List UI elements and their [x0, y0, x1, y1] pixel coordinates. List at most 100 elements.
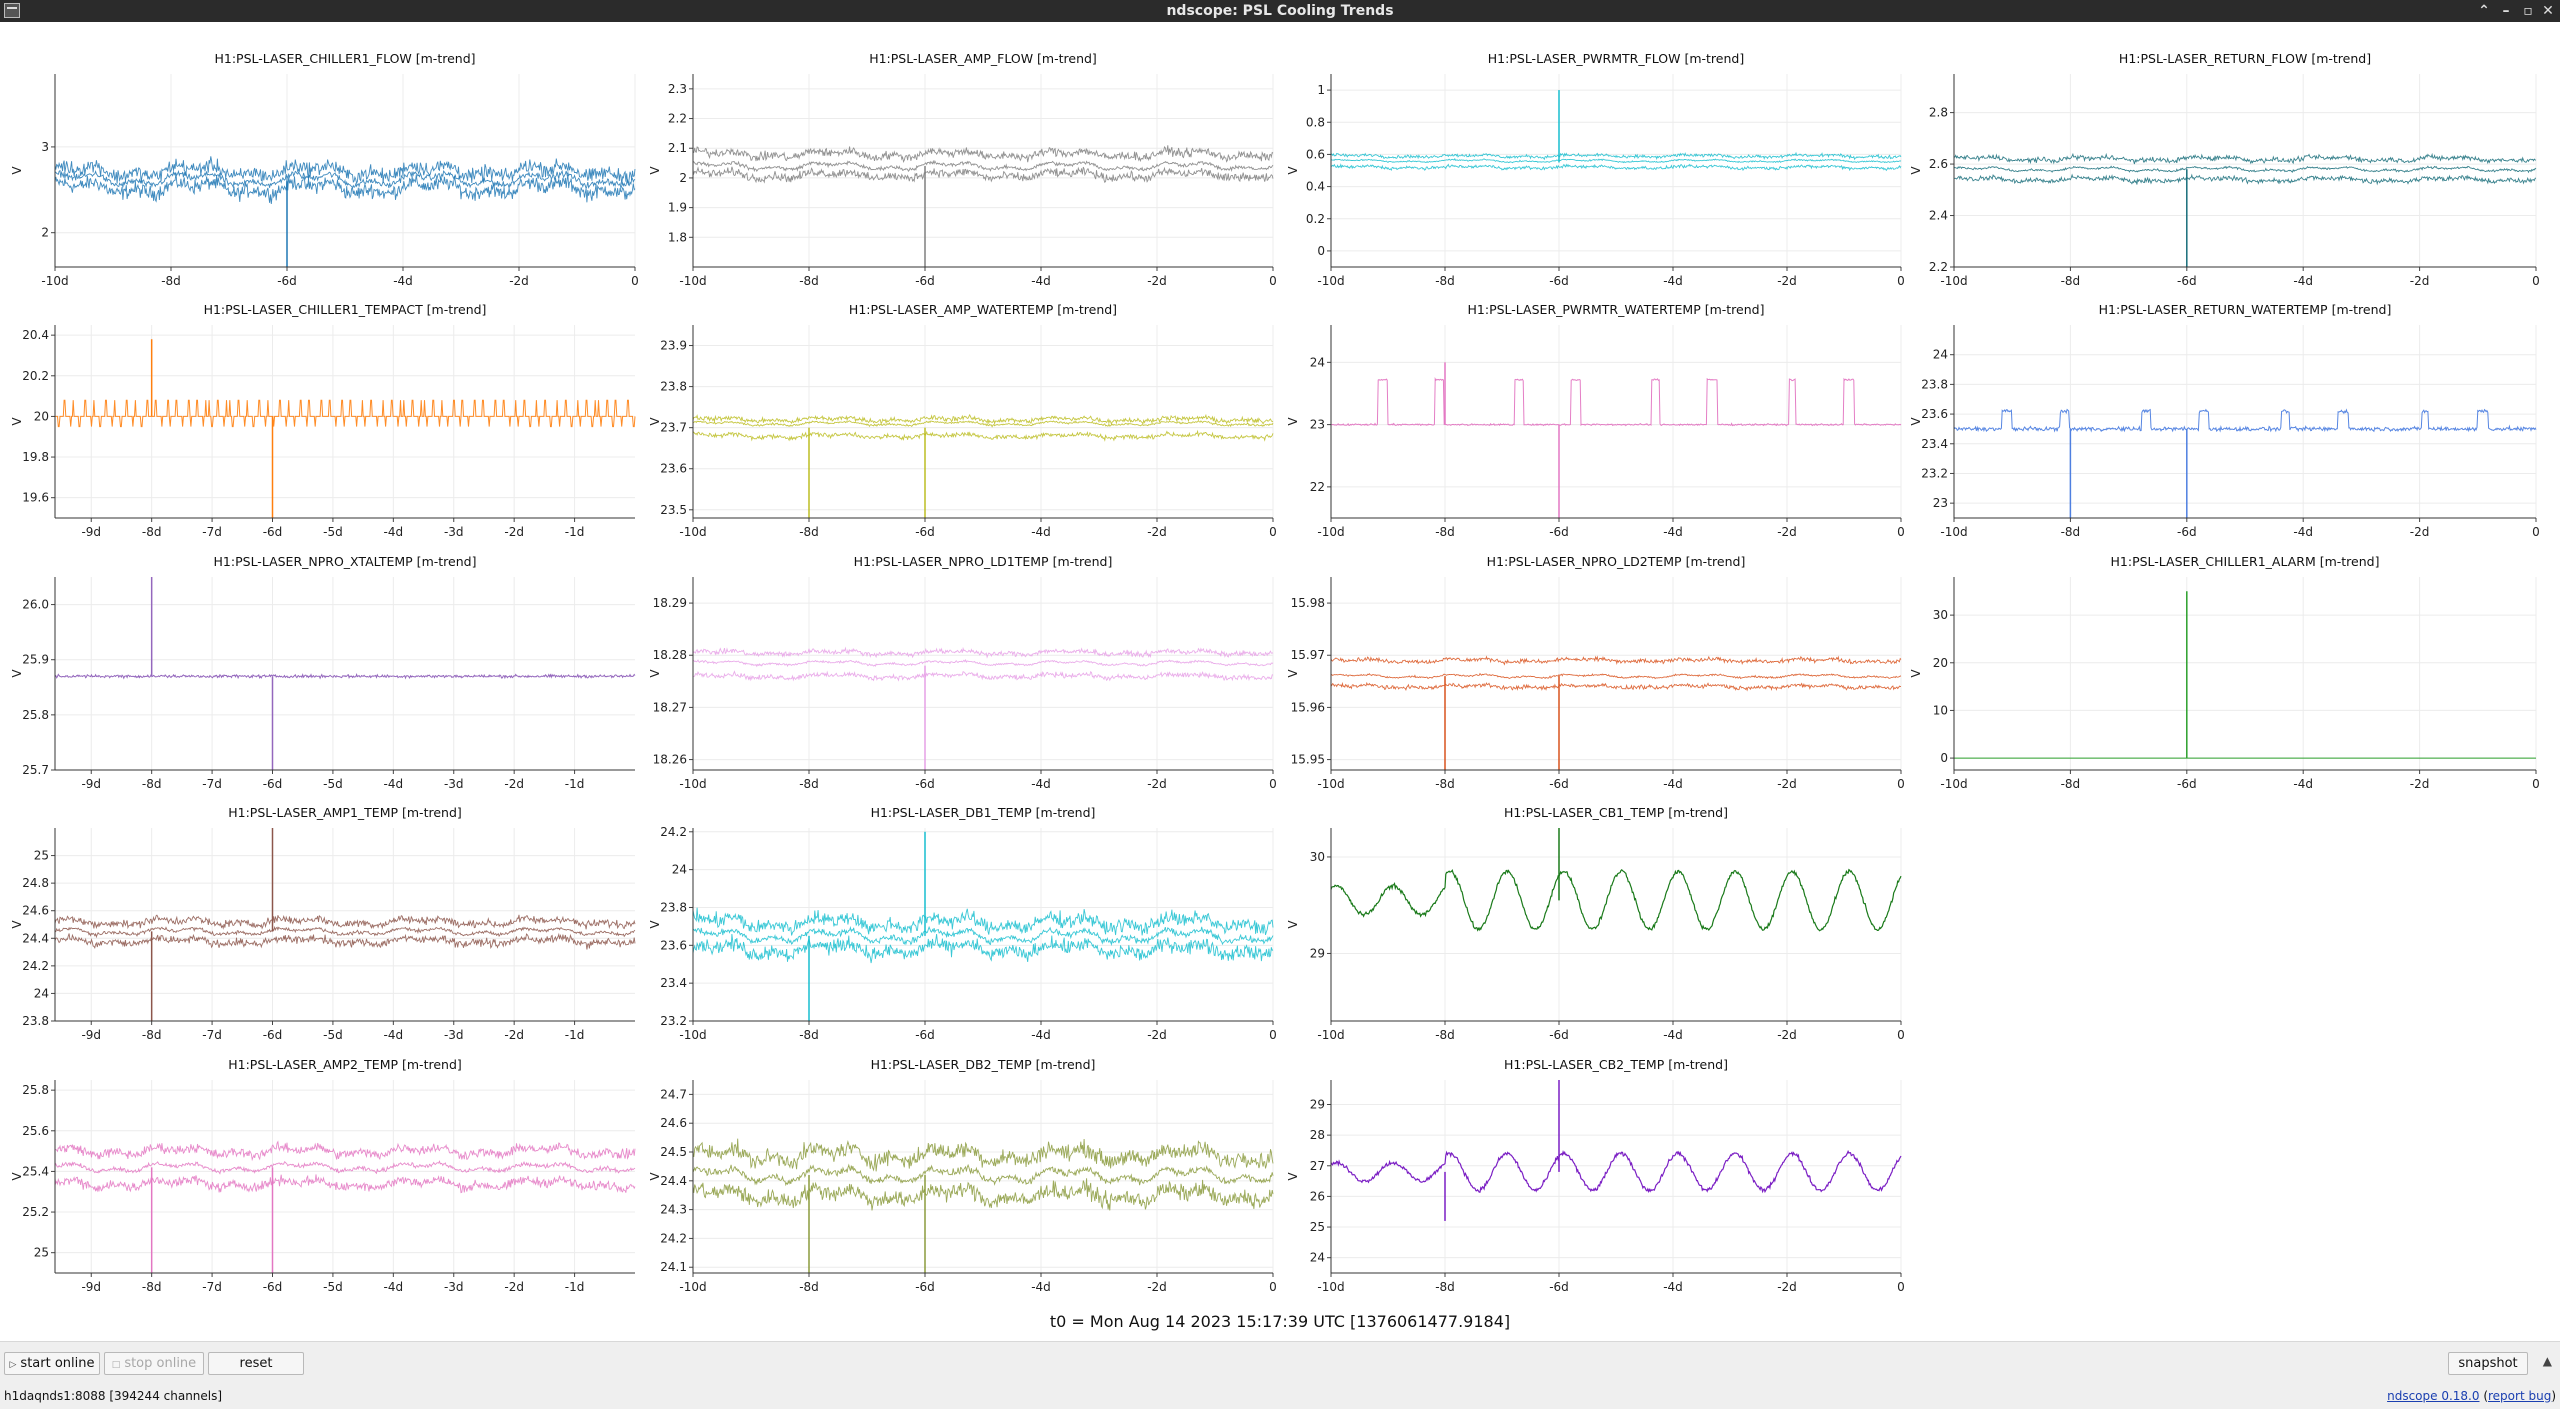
x-tick-label: -4d	[1031, 1028, 1051, 1042]
plot-grid[interactable]: H1:PSL-LASER_CHILLER1_FLOW [m-trend] 2 3 -1…	[0, 22, 2560, 1300]
plot-panel[interactable]: H1:PSL-LASER_CHILLER1_FLOW [m-trend] 2 3 -1…	[10, 51, 639, 288]
y-tick-label: 26	[1310, 1189, 1325, 1203]
plot-panel[interactable]: H1:PSL-LASER_AMP1_TEMP [m-trend] 23.8 24 24…	[10, 805, 636, 1042]
y-tick-label: 18.29	[653, 596, 687, 610]
y-tick-label: 24.8	[22, 876, 49, 890]
x-tick-label: -4d	[1031, 1280, 1051, 1294]
x-tick-label: -2d	[2410, 525, 2430, 539]
y-tick-label: 2.2	[668, 112, 687, 126]
plot-panel[interactable]: H1:PSL-LASER_CHILLER1_TEMPACT [m-trend] 1…	[10, 302, 636, 539]
plot-area[interactable]	[1331, 577, 1901, 770]
x-tick-label: -6d	[2177, 525, 2197, 539]
scroll-up-icon[interactable]: ▲	[2542, 1354, 2552, 1368]
minimize-icon[interactable]: –	[2502, 3, 2510, 19]
plot-panel[interactable]: H1:PSL-LASER_NPRO_LD1TEMP [m-trend] 18.26…	[648, 554, 1277, 791]
x-tick-label: -2d	[509, 274, 529, 288]
x-tick-label: -6d	[263, 777, 283, 791]
start-online-button[interactable]: ▷ start online	[4, 1352, 100, 1375]
y-tick-label: 19.8	[22, 450, 49, 464]
plot-panel[interactable]: H1:PSL-LASER_DB1_TEMP [m-trend] 23.2 23.4 2…	[648, 805, 1277, 1042]
x-tick-label: -6d	[2177, 777, 2197, 791]
plot-panel[interactable]: H1:PSL-LASER_DB2_TEMP [m-trend] 24.1 24.2 2…	[648, 1057, 1277, 1294]
y-tick-label: 24.6	[22, 904, 49, 918]
statusbar: h1daqnds1:8088 [394244 channels] ndscope…	[0, 1384, 2560, 1409]
x-tick-label: -7d	[202, 1280, 222, 1294]
x-tick-label: -1d	[565, 777, 585, 791]
x-tick-label: -5d	[323, 1280, 343, 1294]
plot-area[interactable]	[1331, 828, 1901, 1021]
x-tick-label: -2d	[1147, 274, 1167, 288]
plot-panel[interactable]: H1:PSL-LASER_NPRO_XTALTEMP [m-trend] 25.7…	[10, 554, 636, 791]
plot-panel[interactable]: H1:PSL-LASER_CB2_TEMP [m-trend] 24 25 26 27 2…	[1286, 1057, 1905, 1294]
version-link[interactable]: ndscope 0.18.0	[2387, 1389, 2480, 1403]
plot-area[interactable]	[55, 74, 635, 267]
x-tick-label: -2d	[1777, 1028, 1797, 1042]
y-tick-label: 23.6	[1921, 407, 1948, 421]
x-tick-label: -8d	[142, 777, 162, 791]
x-tick-label: -1d	[565, 1028, 585, 1042]
toolbar: ▷ start online □ stop online reset snapsho…	[0, 1341, 2560, 1385]
plot-panel[interactable]: H1:PSL-LASER_RETURN_WATERTEMP [m-trend] 2…	[1909, 302, 2540, 539]
maximize-icon[interactable]: ▫	[2523, 3, 2533, 19]
y-tick-label: 25	[34, 849, 49, 863]
plot-area[interactable]	[1331, 325, 1901, 518]
plot-panel[interactable]: H1:PSL-LASER_PWRMTR_WATERTEMP [m-trend] 2…	[1286, 302, 1905, 539]
x-tick-label: 0	[1269, 525, 1277, 539]
x-tick-label: -2d	[1777, 1280, 1797, 1294]
plots-canvas[interactable]: H1:PSL-LASER_CHILLER1_FLOW [m-trend]23-1…	[0, 22, 2560, 1300]
plot-area[interactable]	[55, 577, 635, 770]
plot-panel[interactable]: H1:PSL-LASER_AMP_FLOW [m-trend] 1.8 1.9 2 2.…	[648, 51, 1277, 288]
x-tick-label: -2d	[2410, 777, 2430, 791]
chevron-up-icon[interactable]: ⌃	[2478, 3, 2490, 19]
plot-panel[interactable]: H1:PSL-LASER_NPRO_LD2TEMP [m-trend] 15.95…	[1286, 554, 1905, 791]
plot-title: H1:PSL-LASER_AMP_FLOW [m-trend]	[869, 51, 1097, 66]
y-tick-label: 2.4	[1929, 209, 1948, 223]
x-tick-label: -4d	[1031, 777, 1051, 791]
app-menu-icon[interactable]	[4, 3, 20, 18]
plot-area[interactable]	[1331, 74, 1901, 267]
x-tick-label: -8d	[142, 1028, 162, 1042]
x-tick-label: 0	[1897, 1280, 1905, 1294]
x-tick-label: -3d	[444, 525, 464, 539]
plot-area[interactable]	[1331, 1080, 1901, 1273]
x-tick-label: -2d	[504, 777, 524, 791]
y-tick-label: 23	[1310, 418, 1325, 432]
y-tick-label: 25.6	[22, 1124, 49, 1138]
x-tick-label: -10d	[1317, 1280, 1344, 1294]
x-tick-label: -10d	[679, 274, 706, 288]
report-bug-link[interactable]: report bug	[2488, 1389, 2552, 1403]
y-tick-label: 24.1	[660, 1260, 687, 1274]
close-icon[interactable]: ✕	[2542, 3, 2554, 19]
x-tick-label: -10d	[1940, 777, 1967, 791]
plot-area[interactable]	[693, 1080, 1273, 1273]
x-tick-label: -6d	[915, 274, 935, 288]
x-tick-label: -8d	[799, 777, 819, 791]
plot-panel[interactable]: H1:PSL-LASER_AMP_WATERTEMP [m-trend] 23.5…	[648, 302, 1277, 539]
y-tick-label: 1	[1317, 83, 1325, 97]
plot-area[interactable]	[693, 74, 1273, 267]
y-tick-label: 24.2	[660, 825, 687, 839]
series-trace	[692, 670, 1274, 682]
plot-area[interactable]	[693, 577, 1273, 770]
plot-panel[interactable]: H1:PSL-LASER_PWRMTR_FLOW [m-trend] 0 0.2 0.…	[1286, 51, 1905, 288]
x-tick-label: -4d	[2293, 274, 2313, 288]
series-trace	[55, 169, 636, 190]
plot-panel[interactable]: H1:PSL-LASER_AMP2_TEMP [m-trend] 25 25.2 25…	[10, 1057, 636, 1294]
y-tick-label: 0.4	[1306, 180, 1325, 194]
plot-panel[interactable]: H1:PSL-LASER_RETURN_FLOW [m-trend] 2.2 2.4…	[1909, 51, 2540, 288]
plot-panel[interactable]: H1:PSL-LASER_CB1_TEMP [m-trend] 29 30 -10d -…	[1286, 805, 1905, 1042]
x-tick-label: -7d	[202, 777, 222, 791]
reset-button[interactable]: reset	[208, 1352, 304, 1375]
x-tick-label: -4d	[384, 1028, 404, 1042]
plot-area[interactable]	[55, 1080, 635, 1273]
plot-area[interactable]	[1954, 325, 2536, 518]
plot-area[interactable]	[1954, 577, 2536, 770]
window-titlebar: ndscope: PSL Cooling Trends ⌃ – ▫ ✕	[0, 0, 2560, 22]
y-tick-label: 0	[1317, 244, 1325, 258]
snapshot-button[interactable]: snapshot	[2448, 1352, 2528, 1375]
y-tick-label: 24	[34, 986, 49, 1000]
y-tick-label: 20.2	[22, 369, 49, 383]
y-axis-label: V	[10, 166, 24, 175]
plot-panel[interactable]: H1:PSL-LASER_CHILLER1_ALARM [m-trend] 0 10…	[1909, 554, 2540, 791]
series-trace	[1330, 868, 1902, 932]
